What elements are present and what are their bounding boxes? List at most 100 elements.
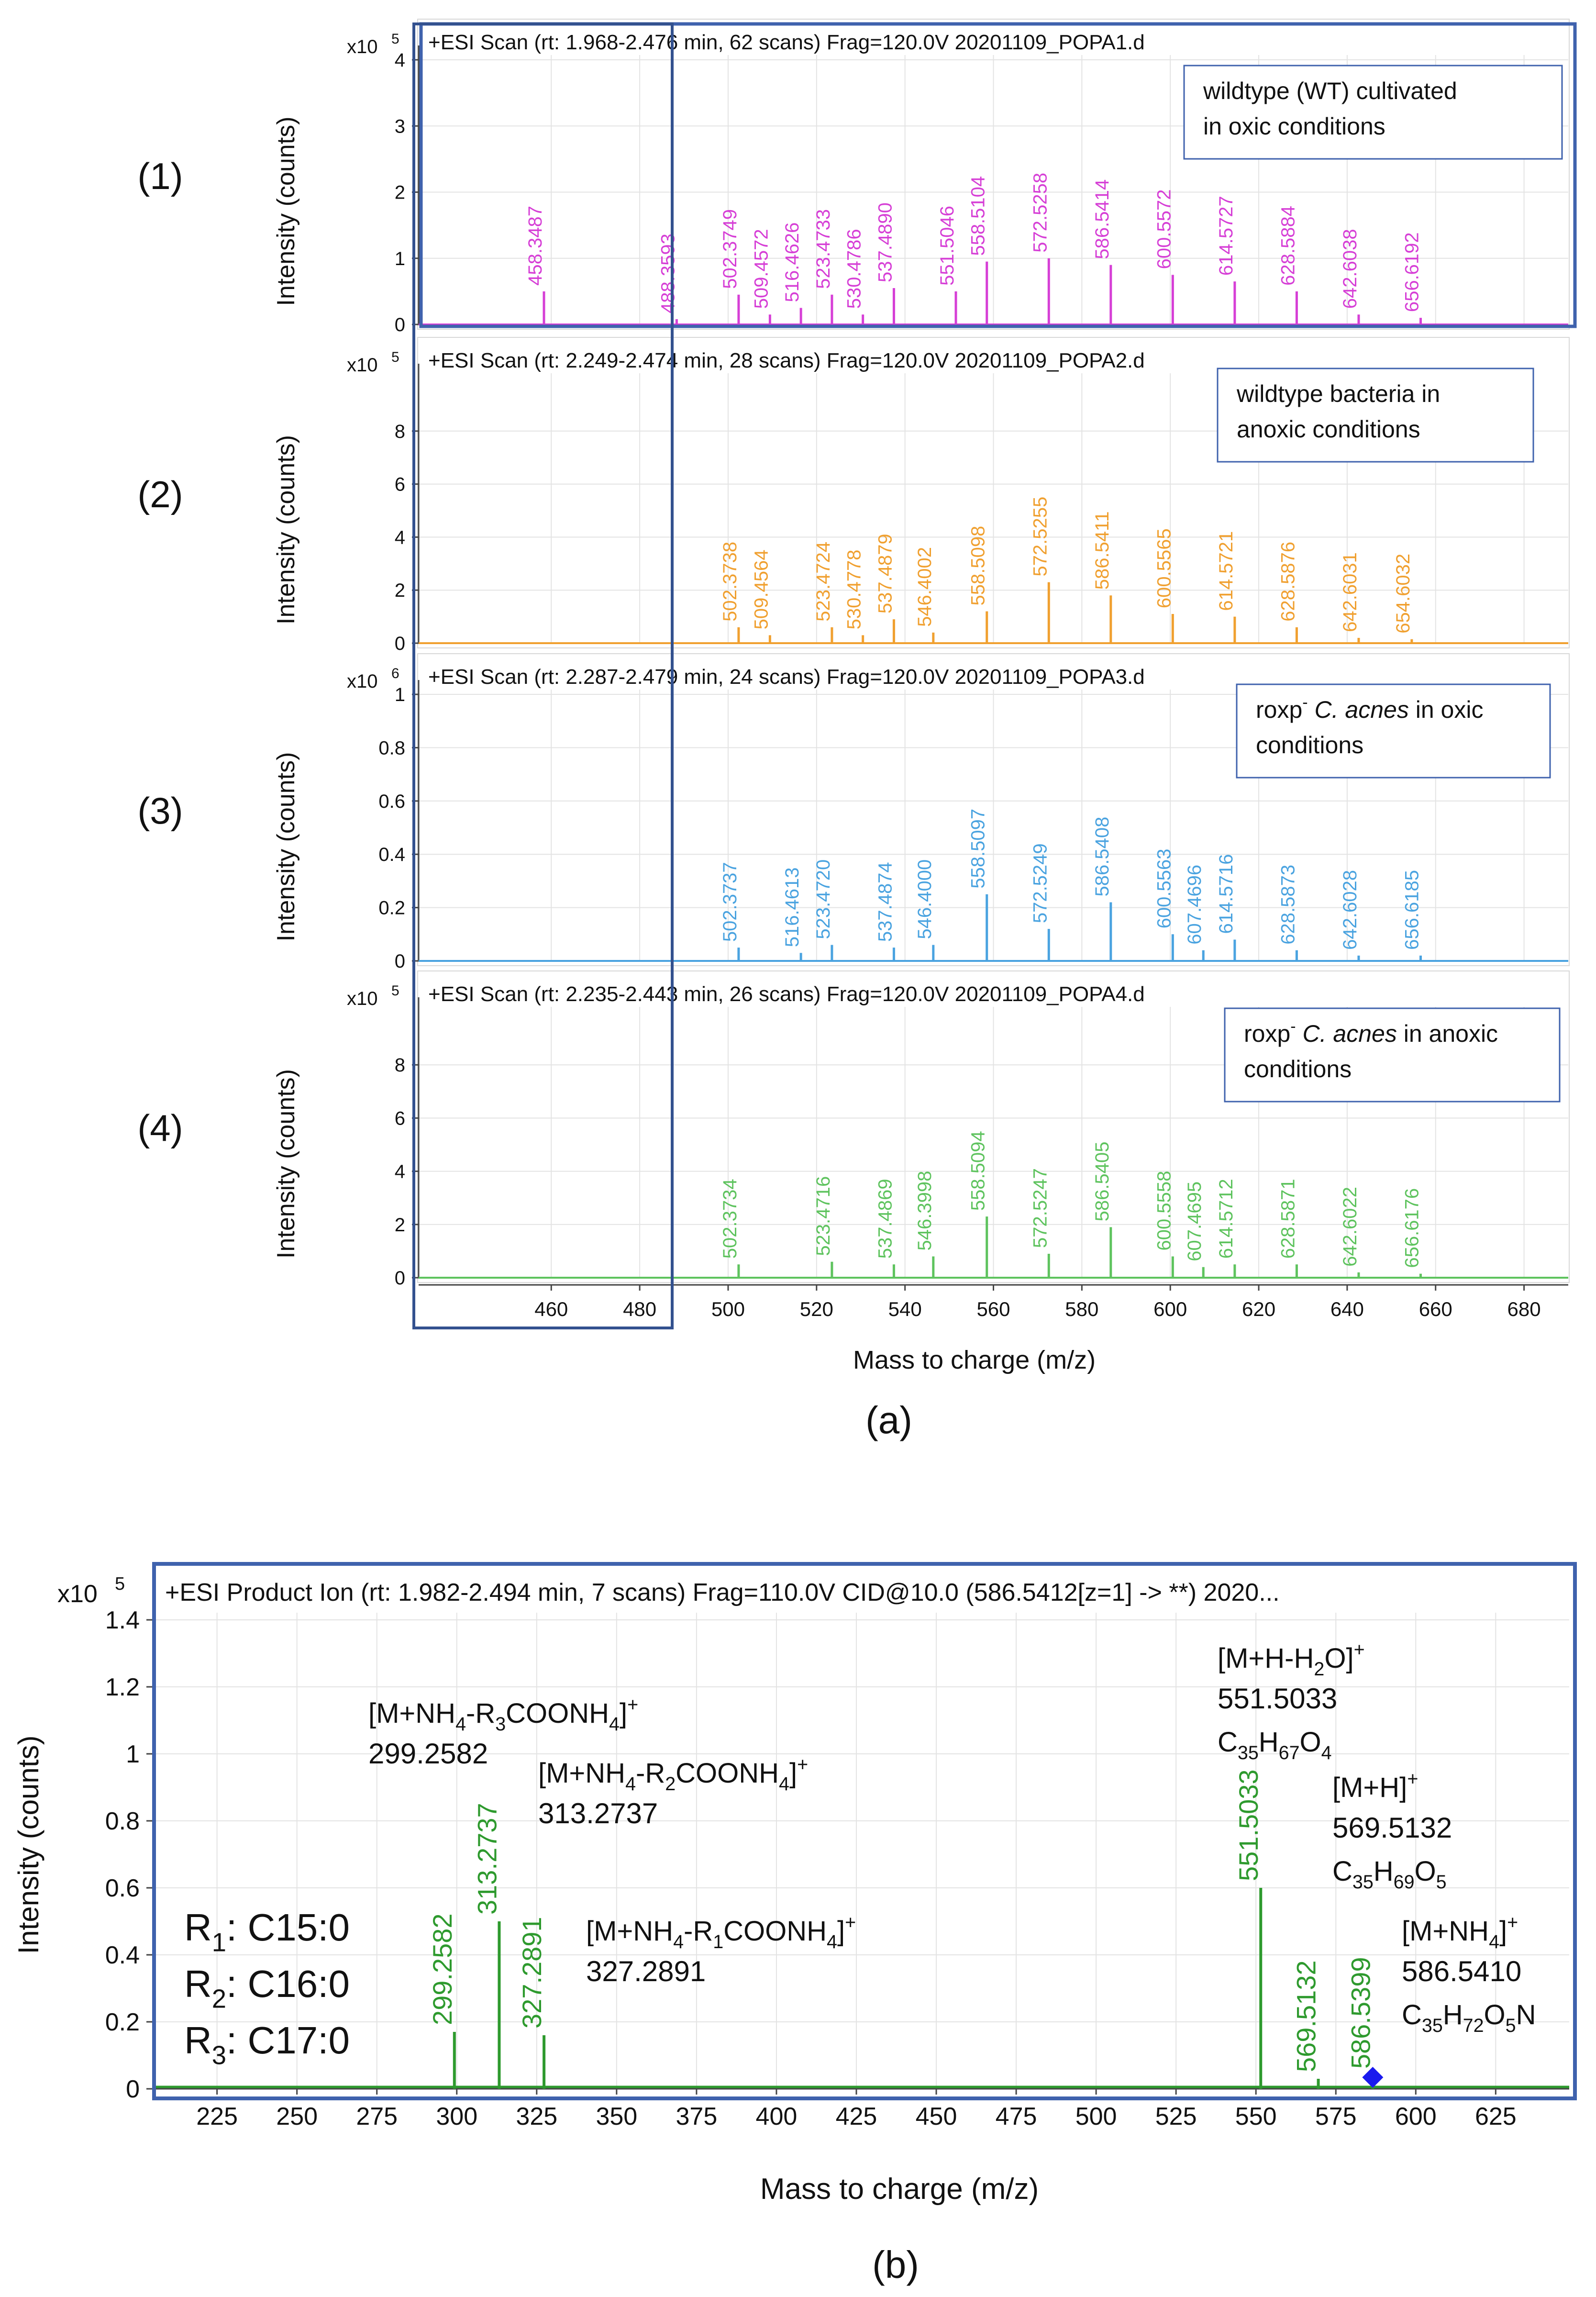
text-segment: O (1300, 1727, 1321, 1758)
text-segment: 4 (779, 1773, 789, 1795)
x-tick-label: 300 (436, 2103, 477, 2130)
text-segment: H (1259, 1727, 1279, 1758)
peak-label: 572.5255 (1030, 497, 1051, 577)
peak-label: 586.5405 (1092, 1142, 1113, 1222)
highlight-frame-mass-range (412, 22, 674, 1329)
x-tick-label: 250 (276, 2103, 318, 2130)
x-tick-label: 325 (516, 2103, 557, 2130)
peak-label: 654.6032 (1393, 554, 1414, 634)
x-tick-label: 400 (756, 2103, 798, 2130)
y-tick-label: 0.8 (105, 1807, 140, 1835)
text-segment: 1 (212, 1928, 226, 1957)
peak-label: 537.4874 (875, 862, 896, 942)
ion-label: [M+NH4-R3COONH4]+ (368, 1695, 638, 1735)
peak-label: 502.3738 (720, 542, 741, 622)
x-tick-label: 660 (1419, 1298, 1452, 1320)
panel-caption: (b) (872, 2243, 919, 2286)
peak-label: 558.5098 (968, 526, 989, 606)
peak-label: 614.5727 (1216, 196, 1237, 276)
panel-a-x-axis: 460 480 500 520 540 560 580 600 620 640 660 680 Mass… (412, 22, 1577, 1441)
exponent-power: 5 (391, 983, 399, 999)
peak-label: 537.4890 (875, 202, 896, 282)
y-tick-label: 1 (395, 248, 405, 269)
text-segment: anoxic conditions (1237, 416, 1420, 443)
y-tick-label: 4 (395, 50, 405, 71)
y-tick-label: 2 (395, 580, 405, 601)
peak-label: 299.2582 (427, 1913, 457, 2025)
peak-label: 523.4720 (813, 859, 834, 939)
condition-box (1183, 65, 1563, 160)
text-segment: 4 (1489, 1931, 1499, 1952)
text-segment: H (1374, 1856, 1394, 1887)
text-segment: 4 (827, 1931, 837, 1952)
ion-formula: C35H67O4 (1218, 1727, 1332, 1763)
text-segment: ] (1499, 1916, 1507, 1947)
exponent-base: x10 (347, 355, 378, 376)
ion-label: [M+NH4-R1COONH4]+ (586, 1912, 856, 1953)
text-segment: [M+NH (586, 1916, 673, 1947)
scan-header: +ESI Scan (rt: 2.235-2.443 min, 26 scans… (428, 982, 1145, 1006)
text-segment: 1 (713, 1931, 723, 1952)
text-segment: 35 (1238, 1742, 1259, 1763)
x-tick-label: 500 (711, 1298, 745, 1320)
peak-label: 656.6176 (1401, 1188, 1422, 1268)
exponent-power: 5 (115, 1574, 125, 1594)
text-segment: wildtype bacteria in (1236, 380, 1440, 407)
y-tick-label: 6 (395, 1108, 405, 1129)
peak-label: 502.3749 (720, 209, 741, 289)
x-tick-label: 475 (996, 2103, 1037, 2130)
spectrum-row-1: 0 1 2 3 4 x10 5 +ESI Scan (rt: 1.968-2.476 min,… (137, 19, 1570, 335)
text-segment: ] (789, 1758, 797, 1789)
x-tick-label: 520 (800, 1298, 833, 1320)
text-segment: C. acnes (1315, 696, 1409, 723)
y-tick-label: 1.2 (105, 1673, 140, 1701)
exponent-base: x10 (347, 36, 378, 57)
peak-label: 537.4879 (875, 534, 896, 613)
text-segment (1296, 1020, 1303, 1047)
ion-label: [M+H]+ (1332, 1769, 1418, 1803)
text-segment: -R (466, 1698, 495, 1729)
text-segment: conditions (1244, 1056, 1352, 1082)
peak-label: 600.5572 (1153, 189, 1175, 269)
peak-label: 523.4716 (813, 1176, 834, 1256)
x-axis-label: Mass to charge (m/z) (853, 1346, 1096, 1374)
highlight-frame-wt-oxic (419, 22, 1577, 328)
peak-label: 546.4002 (914, 547, 935, 627)
condition-text: roxp- C. acnes in oxic (1256, 693, 1483, 723)
text-segment: R (184, 1962, 212, 2005)
peak-label: 586.5399 (1345, 1957, 1375, 2069)
ion-formula: C35H69O5 (1332, 1856, 1447, 1893)
peak-label: 502.3737 (720, 862, 741, 942)
x-tick-label: 450 (916, 2103, 957, 2130)
y-tick-label: 1 (395, 684, 405, 705)
text-segment: 4 (455, 1714, 466, 1735)
text-segment: 3 (495, 1714, 506, 1735)
y-tick-label: 0.6 (378, 791, 405, 812)
text-segment: roxp (1244, 1020, 1290, 1047)
text-segment: + (845, 1912, 856, 1933)
y-tick-label: 8 (395, 421, 405, 442)
text-segment: -R (684, 1916, 713, 1947)
text-segment: O (1484, 1999, 1506, 2030)
x-tick-label: 425 (836, 2103, 877, 2130)
scan-header: +ESI Scan (rt: 2.287-2.479 min, 24 scans… (428, 665, 1145, 689)
text-segment: - (1302, 693, 1308, 712)
text-segment: ] (837, 1916, 845, 1947)
ion-label: [M+NH4-R2COONH4]+ (538, 1754, 808, 1795)
x-tick-label: 525 (1155, 2103, 1197, 2130)
ion-annotation-mnh4: [M+NH4]+586.5410 C35H72O5N (1402, 1912, 1536, 2037)
panel-a: 0 1 2 3 4 x10 5 +ESI Scan (rt: 1.968-2.476 min,… (137, 19, 1577, 1441)
exponent-power: 5 (391, 31, 399, 47)
text-segment: 5 (1506, 2015, 1516, 2036)
y-tick-label: 4 (395, 1161, 405, 1182)
row-label: (2) (137, 473, 183, 515)
y-tick-label: 0 (395, 314, 405, 335)
exponent-power: 5 (391, 349, 399, 365)
y-tick-label: 0 (395, 951, 405, 972)
x-tick-label: 575 (1315, 2103, 1357, 2130)
condition-text: conditions (1244, 1056, 1352, 1082)
text-segment: + (627, 1695, 638, 1716)
peak-label: 642.6022 (1340, 1187, 1361, 1267)
